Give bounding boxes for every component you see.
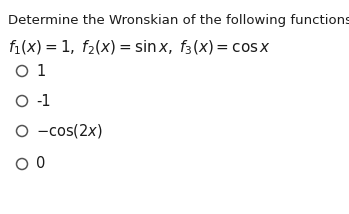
Text: 0: 0 [36,156,45,171]
Text: $-\cos\!\left(2x\right)$: $-\cos\!\left(2x\right)$ [36,122,103,140]
Text: Determine the Wronskian of the following functions:: Determine the Wronskian of the following… [8,14,349,27]
Text: -1: -1 [36,94,51,108]
Text: 1: 1 [36,64,45,79]
Text: $\mathit{f}_{1}\mathit{(x)=1,\;f}_{2}\mathit{(x)=\sin x,\;f}_{3}\mathit{(x)=\cos: $\mathit{f}_{1}\mathit{(x)=1,\;f}_{2}\ma… [8,39,271,57]
